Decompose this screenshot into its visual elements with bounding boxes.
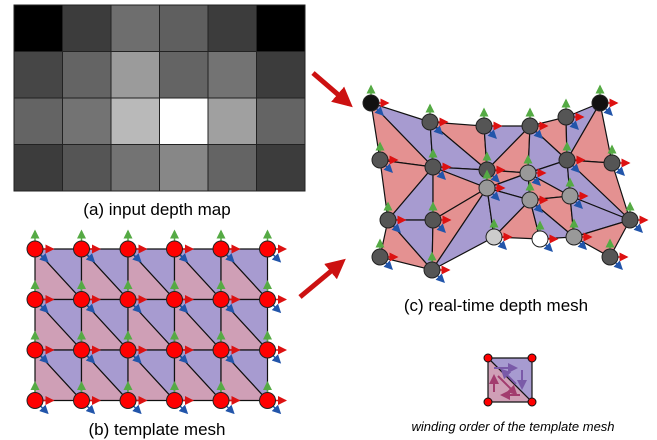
depth-mesh-vertex bbox=[485, 228, 503, 246]
depth-mesh-vertex bbox=[423, 261, 441, 279]
depth-mesh-vertex bbox=[379, 211, 397, 229]
winding-arrow-icon bbox=[497, 375, 518, 396]
depth-mesh-vertex bbox=[371, 151, 389, 169]
winding-arrow-icon bbox=[500, 368, 517, 385]
depth-mesh-vertex bbox=[362, 94, 380, 112]
template-vertex bbox=[166, 341, 183, 359]
depth-cell bbox=[13, 97, 63, 145]
depth-map-caption: (a) input depth map bbox=[83, 200, 230, 219]
depth-mesh-vertex bbox=[519, 164, 537, 182]
depth-cell bbox=[256, 51, 306, 99]
depth-mesh-vertex bbox=[371, 248, 389, 266]
template-vertex bbox=[26, 392, 44, 409]
winding-vertex bbox=[483, 353, 493, 363]
template-vertex bbox=[26, 341, 44, 359]
depth-mesh-vertex bbox=[565, 228, 583, 246]
depth-cell bbox=[110, 4, 160, 52]
depth-mesh-vertex bbox=[478, 179, 496, 197]
template-vertex bbox=[26, 291, 44, 308]
template-vertex bbox=[73, 240, 90, 258]
winding-vertex bbox=[527, 397, 537, 407]
depth-mesh-face bbox=[572, 219, 632, 258]
depth-mesh-vertex bbox=[621, 211, 639, 229]
template-vertex bbox=[212, 392, 230, 409]
depth-cell bbox=[159, 4, 209, 52]
depth-mesh-vertex bbox=[424, 158, 442, 176]
arrow-template-to-mesh bbox=[298, 258, 346, 299]
depth-mesh bbox=[362, 84, 649, 283]
depth-mesh-vertex bbox=[521, 191, 539, 209]
depth-mesh-vertex bbox=[475, 117, 493, 135]
template-vertex bbox=[73, 341, 90, 359]
winding-order-diagram bbox=[483, 353, 537, 407]
template-vertex bbox=[259, 291, 276, 308]
template-vertex bbox=[166, 240, 183, 258]
depth-cell bbox=[110, 144, 160, 192]
depth-cell bbox=[207, 97, 257, 145]
depth-cell bbox=[62, 144, 112, 192]
depth-cell bbox=[207, 144, 257, 192]
depth-cell bbox=[207, 4, 257, 52]
depth-cell bbox=[62, 51, 112, 99]
depth-mesh-vertex bbox=[421, 113, 439, 131]
depth-map-grid bbox=[13, 4, 306, 192]
template-vertex bbox=[259, 392, 276, 409]
template-vertex bbox=[73, 392, 90, 409]
depth-cell bbox=[13, 4, 63, 52]
depth-cell bbox=[110, 97, 160, 145]
template-mesh-caption: (b) template mesh bbox=[89, 420, 226, 439]
depth-mesh-vertex bbox=[424, 211, 442, 229]
winding-caption: winding order of the template mesh bbox=[411, 419, 614, 434]
depth-cell bbox=[13, 51, 63, 99]
depth-mesh-vertex bbox=[558, 151, 576, 169]
depth-cell bbox=[13, 144, 63, 192]
depth-mesh-vertex bbox=[603, 154, 621, 172]
depth-cell bbox=[62, 97, 112, 145]
template-vertex bbox=[259, 240, 276, 258]
depth-mesh-vertex bbox=[531, 230, 549, 248]
depth-cell bbox=[62, 4, 112, 52]
depth-cell bbox=[256, 144, 306, 192]
template-vertex bbox=[166, 291, 183, 308]
depth-mesh-vertex bbox=[521, 117, 539, 135]
depth-cell bbox=[110, 51, 160, 99]
depth-cell bbox=[159, 51, 209, 99]
template-vertex bbox=[212, 291, 230, 308]
depth-mesh-caption: (c) real-time depth mesh bbox=[404, 296, 588, 315]
depth-cell bbox=[159, 97, 209, 145]
depth-cell bbox=[207, 51, 257, 99]
winding-vertex bbox=[483, 397, 493, 407]
depth-mesh-vertex bbox=[591, 94, 609, 112]
template-vertex bbox=[212, 240, 230, 258]
template-vertex bbox=[119, 392, 137, 409]
winding-vertex bbox=[527, 353, 537, 363]
template-vertex bbox=[73, 291, 90, 308]
template-vertex bbox=[119, 240, 137, 258]
template-mesh bbox=[26, 229, 287, 415]
arrow-depth-to-mesh bbox=[311, 71, 353, 108]
depth-cell bbox=[256, 4, 306, 52]
template-vertex bbox=[119, 341, 137, 359]
depth-cell bbox=[159, 144, 209, 192]
template-vertex bbox=[26, 240, 44, 258]
depth-cell bbox=[256, 97, 306, 145]
template-vertex bbox=[259, 341, 276, 359]
depth-mesh-vertex bbox=[601, 248, 619, 266]
template-vertex bbox=[119, 291, 137, 308]
template-vertex bbox=[166, 392, 183, 409]
template-vertex bbox=[212, 341, 230, 359]
depth-mesh-vertex bbox=[557, 108, 575, 126]
depth-mesh-vertex bbox=[561, 187, 579, 205]
